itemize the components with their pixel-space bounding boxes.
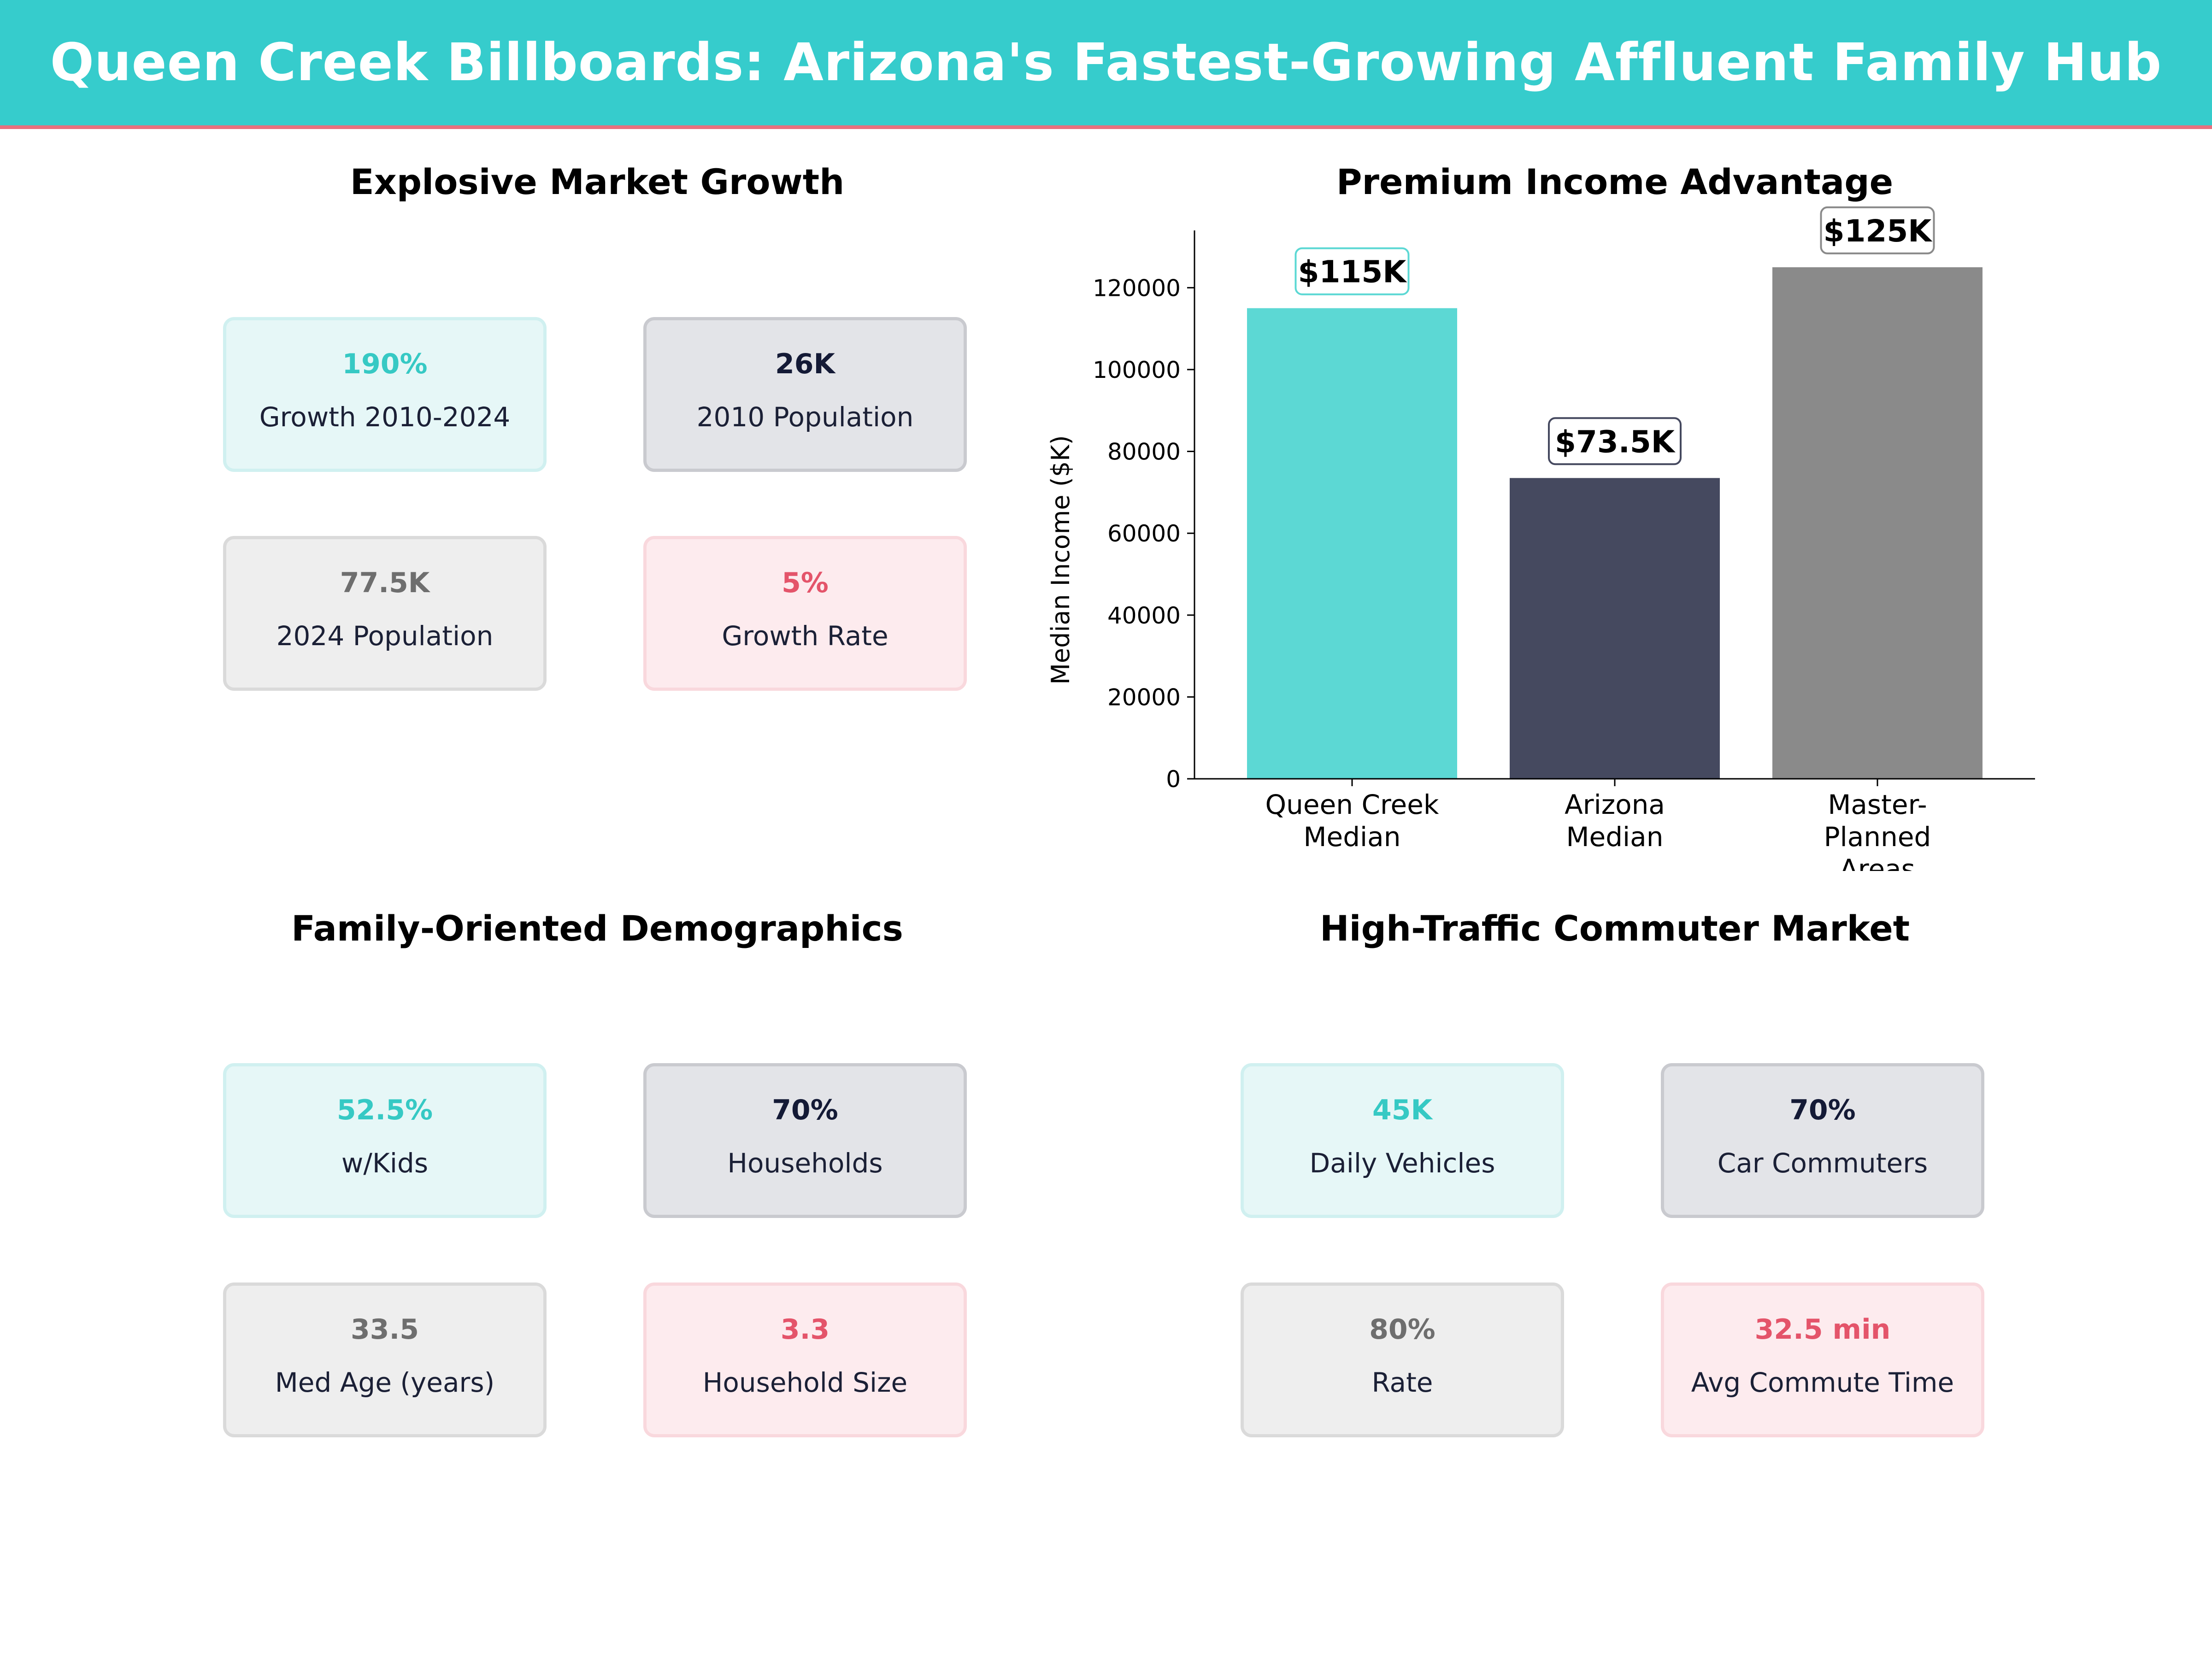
demographics-card-2: 70% Households — [643, 1063, 967, 1218]
x-tick-label: Median — [1566, 821, 1664, 853]
commuter-section-title: High-Traffic Commuter Market — [1319, 908, 1910, 949]
card-label: Growth 2010-2024 — [259, 401, 511, 433]
card-value: 77.5K — [340, 567, 430, 599]
card-label: Avg Commute Time — [1691, 1367, 1954, 1398]
y-axis-label: Median Income ($K) — [1046, 435, 1075, 684]
card-value: 32.5 min — [1754, 1313, 1891, 1346]
income-section-title: Premium Income Advantage — [1336, 161, 1894, 202]
y-tick-label: 80000 — [1107, 439, 1181, 465]
demographics-card-1: 52.5% w/Kids — [223, 1063, 547, 1218]
card-label: Growth Rate — [722, 620, 888, 652]
card-value: 26K — [775, 348, 835, 380]
card-label: Household Size — [702, 1367, 908, 1398]
card-value: 45K — [1372, 1094, 1432, 1126]
card-label: w/Kids — [341, 1147, 429, 1179]
growth-card-2: 26K 2010 Population — [643, 317, 967, 472]
y-tick-label: 60000 — [1107, 520, 1181, 547]
y-tick-label: 20000 — [1107, 684, 1181, 711]
commuter-card-4: 32.5 min Avg Commute Time — [1661, 1282, 1984, 1437]
card-value: 3.3 — [780, 1313, 830, 1346]
growth-section-title: Explosive Market Growth — [350, 161, 845, 202]
growth-card-1: 190% Growth 2010-2024 — [223, 317, 547, 472]
demographics-card-3: 33.5 Med Age (years) — [223, 1282, 547, 1437]
x-tick-label: Arizona — [1565, 789, 1665, 820]
income-bar — [1247, 308, 1457, 779]
card-value: 33.5 — [350, 1313, 419, 1346]
x-tick-label: Areas — [1840, 853, 1915, 871]
data-label-box — [1548, 417, 1682, 465]
growth-card-4: 5% Growth Rate — [643, 536, 967, 691]
x-tick-label: Median — [1304, 821, 1401, 853]
y-tick-label: 100000 — [1093, 357, 1181, 383]
commuter-card-2: 70% Car Commuters — [1661, 1063, 1984, 1218]
data-label-box — [1820, 206, 1935, 254]
card-value: 70% — [772, 1094, 838, 1126]
x-tick-label: Master- — [1828, 789, 1927, 820]
data-label: $73.5K — [1555, 424, 1676, 459]
card-label: Rate — [1371, 1367, 1433, 1398]
x-tick-label: Queen Creek — [1265, 789, 1439, 820]
card-value: 52.5% — [336, 1094, 433, 1126]
card-value: 80% — [1369, 1313, 1435, 1346]
page-title: Queen Creek Billboards: Arizona's Fastes… — [50, 33, 2162, 93]
demographics-card-4: 3.3 Household Size — [643, 1282, 967, 1437]
card-label: 2024 Population — [276, 620, 494, 652]
title-banner: Queen Creek Billboards: Arizona's Fastes… — [0, 0, 2212, 129]
data-label-box — [1294, 247, 1410, 295]
card-value: 190% — [342, 348, 428, 380]
x-tick-label: Planned — [1824, 821, 1931, 853]
card-label: Households — [727, 1147, 883, 1179]
income-bar — [1510, 478, 1720, 779]
income-bar — [1772, 267, 1983, 779]
y-tick-label: 40000 — [1107, 602, 1181, 629]
card-value: 5% — [782, 567, 829, 599]
card-label: Daily Vehicles — [1309, 1147, 1495, 1179]
y-tick-label: 0 — [1166, 766, 1181, 793]
card-label: Med Age (years) — [275, 1367, 495, 1398]
card-label: Car Commuters — [1717, 1147, 1928, 1179]
y-tick-label: 120000 — [1093, 275, 1181, 301]
card-value: 70% — [1789, 1094, 1856, 1126]
commuter-card-3: 80% Rate — [1241, 1282, 1564, 1437]
commuter-card-1: 45K Daily Vehicles — [1241, 1063, 1564, 1218]
growth-card-3: 77.5K 2024 Population — [223, 536, 547, 691]
data-label: $125K — [1824, 213, 1933, 249]
data-label: $115K — [1298, 254, 1408, 290]
demographics-section-title: Family-Oriented Demographics — [291, 908, 903, 949]
card-label: 2010 Population — [696, 401, 914, 433]
